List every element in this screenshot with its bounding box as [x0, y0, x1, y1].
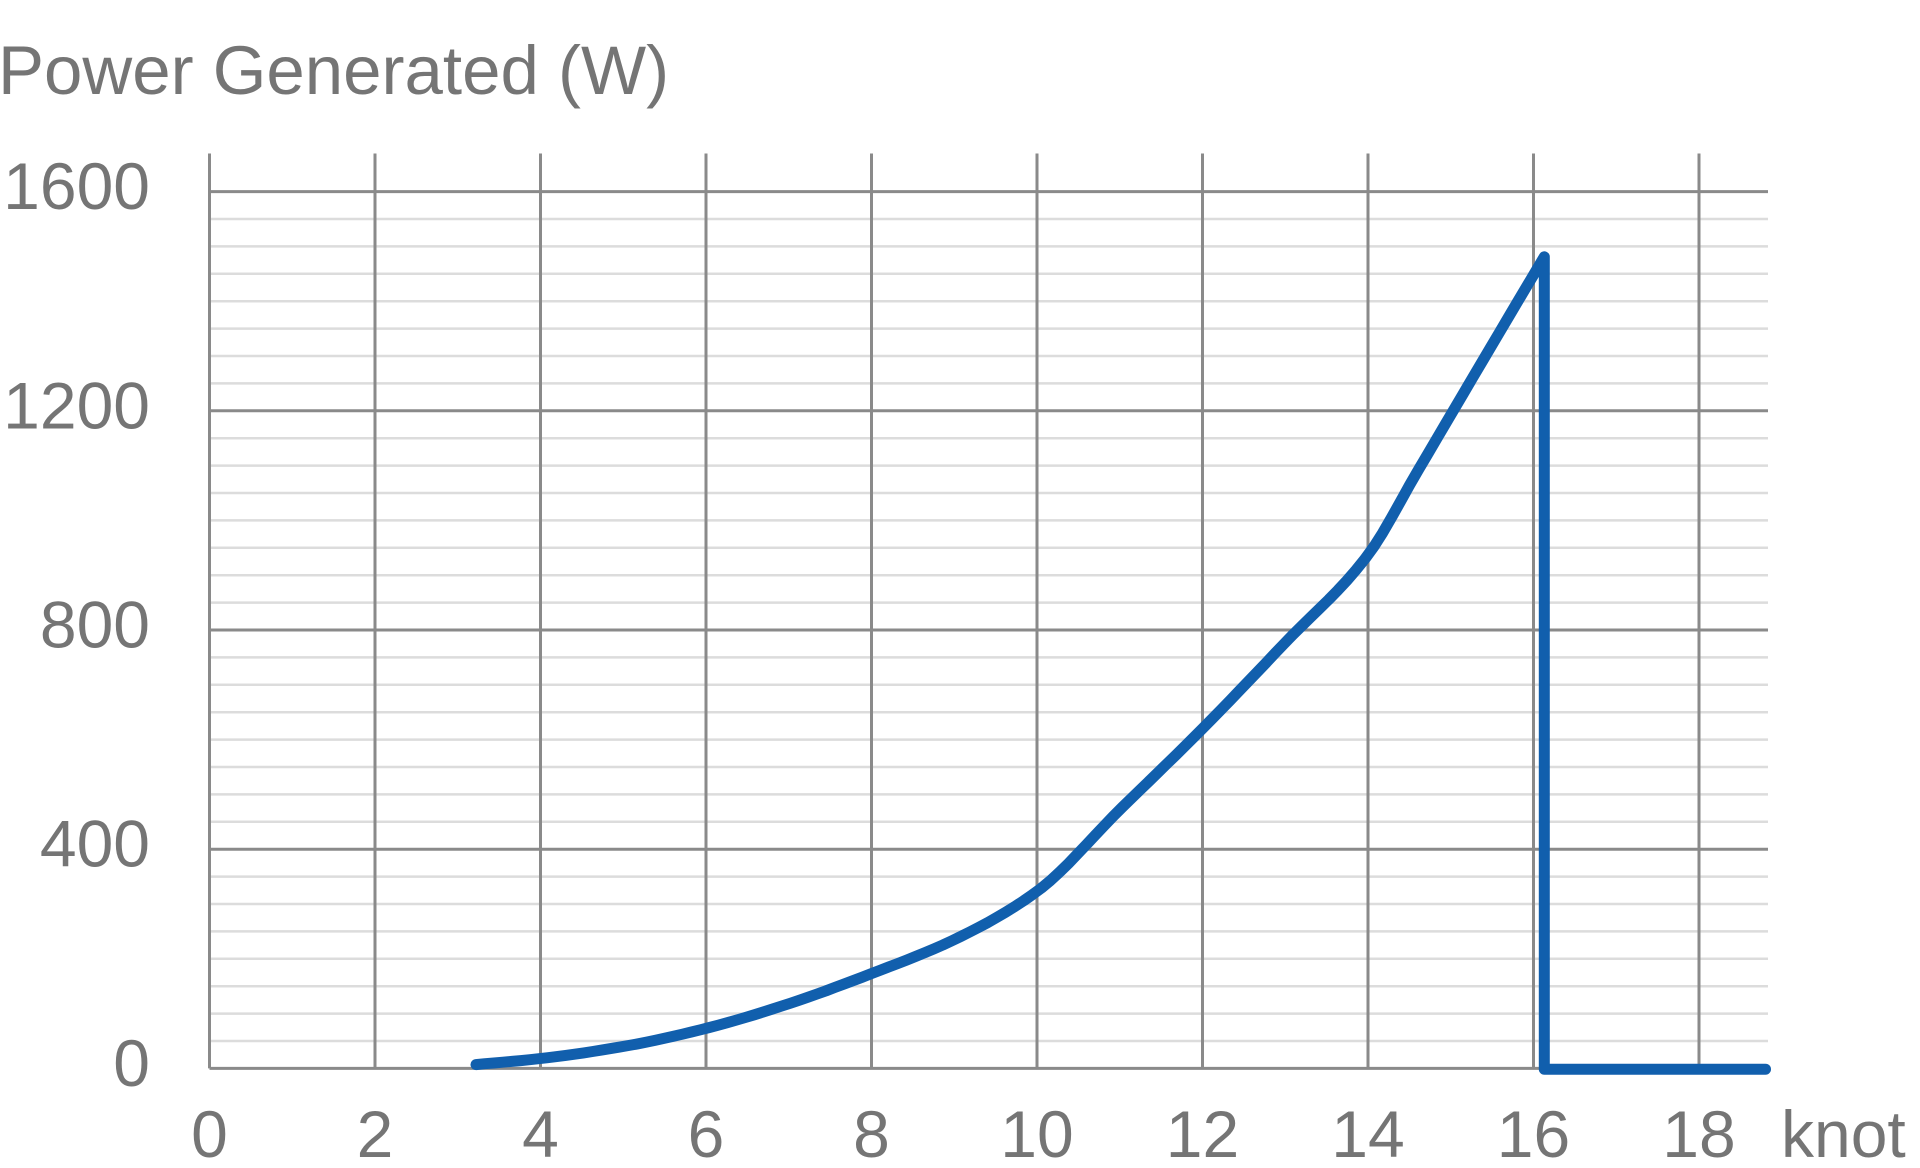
svg-text:1200: 1200	[3, 368, 150, 442]
svg-text:18: 18	[1662, 1097, 1735, 1168]
svg-text:Power Generated (W): Power Generated (W)	[0, 32, 669, 109]
svg-text:0: 0	[113, 1026, 150, 1100]
svg-text:8: 8	[853, 1097, 890, 1168]
svg-text:16: 16	[1497, 1097, 1570, 1168]
svg-text:4: 4	[522, 1097, 559, 1168]
svg-text:0: 0	[191, 1097, 228, 1168]
svg-text:6: 6	[688, 1097, 725, 1168]
svg-text:14: 14	[1331, 1097, 1404, 1168]
svg-text:2: 2	[357, 1097, 394, 1168]
svg-text:knot: knot	[1781, 1097, 1906, 1168]
svg-text:10: 10	[1000, 1097, 1073, 1168]
svg-text:1600: 1600	[3, 149, 150, 223]
svg-text:400: 400	[40, 807, 150, 881]
svg-text:12: 12	[1166, 1097, 1239, 1168]
svg-text:800: 800	[40, 588, 150, 662]
